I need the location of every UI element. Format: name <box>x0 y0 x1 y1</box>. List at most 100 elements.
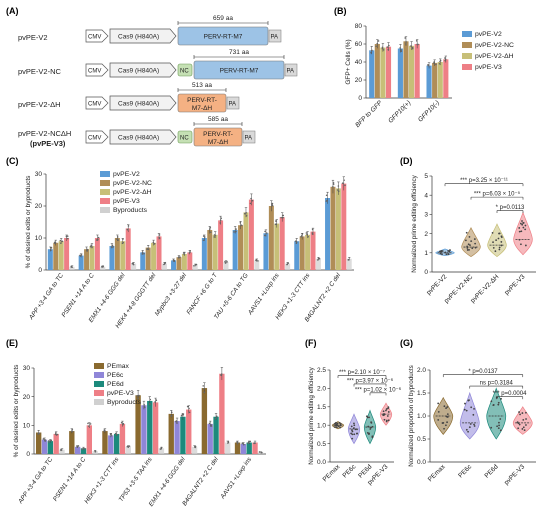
y-tick-label: 40 <box>355 59 363 66</box>
bar <box>35 432 42 454</box>
data-point <box>143 252 145 255</box>
violin-point <box>465 231 468 234</box>
bar <box>403 41 409 98</box>
data-point <box>301 234 303 237</box>
category-label: TP53 +3-5 TAA ins <box>118 455 154 503</box>
violin-point <box>518 227 521 229</box>
violin-point <box>500 397 502 400</box>
violin-point <box>518 423 521 426</box>
violin-point <box>370 421 373 424</box>
bar <box>125 446 131 454</box>
data-point <box>233 231 235 233</box>
data-point <box>126 228 129 231</box>
bar <box>437 62 443 98</box>
bar <box>58 241 64 270</box>
data-point <box>417 43 419 46</box>
y-tick-label: 3 <box>424 212 428 219</box>
violin-point <box>351 437 354 440</box>
data-point <box>343 179 345 181</box>
y-tick-label: 30 <box>35 171 43 178</box>
bar <box>341 183 347 270</box>
data-point <box>97 236 100 239</box>
category-label: AAVS1 +Loxp ins <box>246 271 281 317</box>
violin-point <box>446 416 449 418</box>
bar <box>240 443 247 454</box>
data-point <box>136 395 139 397</box>
violin-point <box>446 406 449 408</box>
y-tick-label: 0.5 <box>417 436 426 443</box>
y-tick-label: 0 <box>26 451 30 458</box>
rt-label: PERV-RT-M7 <box>220 68 259 75</box>
violin-point <box>517 427 520 430</box>
violin-point <box>499 418 502 420</box>
cas9-block <box>109 129 177 145</box>
bar <box>254 260 260 270</box>
legend-swatch <box>100 180 110 186</box>
data-point <box>381 46 384 49</box>
data-point <box>377 40 380 42</box>
bar <box>41 439 48 454</box>
violin-point <box>498 424 500 427</box>
rt-label-2: M7-ΔH <box>208 139 229 146</box>
bar <box>443 59 449 98</box>
y-tick-label: 1.5 <box>417 390 426 397</box>
bar <box>186 409 192 454</box>
violin-point <box>366 431 369 434</box>
violin-point <box>490 426 493 429</box>
bar <box>213 416 219 454</box>
aa-length: 585 aa <box>208 116 228 123</box>
data-point <box>236 441 239 444</box>
category-label: GFP10(-) <box>417 99 441 123</box>
rt-label: PERV-RT- <box>203 131 233 138</box>
legend-label: Byproducts <box>113 207 148 214</box>
aa-length: 513 aa <box>192 82 212 89</box>
bar <box>145 247 151 270</box>
violin-point <box>439 252 442 255</box>
legend-swatch <box>100 207 110 213</box>
violin-point <box>437 411 440 413</box>
violin-point <box>520 243 522 246</box>
violin-point <box>492 247 495 249</box>
data-point <box>54 432 57 434</box>
violin-point <box>500 244 503 247</box>
data-point <box>381 47 384 50</box>
data-point <box>180 414 183 417</box>
violin-point <box>496 425 499 428</box>
category-label: TAU +5-6 CA to TG <box>213 272 250 321</box>
data-point <box>86 248 89 251</box>
data-point <box>263 234 266 237</box>
data-point <box>56 433 59 436</box>
construct-name: pvPE-V2-ΔH <box>18 100 61 109</box>
violin-body <box>487 223 507 258</box>
y-axis-label: Normalized prime editing efficiency <box>411 174 418 272</box>
data-point <box>54 433 57 436</box>
bar <box>69 266 75 270</box>
bar <box>246 442 252 454</box>
data-point <box>90 244 92 247</box>
data-point <box>54 242 57 244</box>
bar <box>152 402 159 454</box>
nc-label: NC <box>180 69 189 75</box>
data-point <box>224 262 227 264</box>
bar <box>158 448 165 454</box>
data-point <box>444 57 446 59</box>
violin-point <box>339 426 342 429</box>
violin-point <box>518 230 521 233</box>
violin-point <box>492 241 494 244</box>
violin-point <box>466 245 469 248</box>
data-point <box>301 233 304 235</box>
nc-linker <box>177 63 193 77</box>
data-point <box>438 63 441 65</box>
data-point <box>204 236 206 238</box>
category-label: pvPE-V2-ΔH <box>469 273 500 304</box>
bar <box>207 423 213 454</box>
violin-point <box>525 411 527 414</box>
violin-point <box>339 423 342 425</box>
data-point <box>332 185 334 188</box>
data-point <box>325 200 328 202</box>
bar <box>161 263 167 270</box>
legend-swatch <box>94 399 104 405</box>
data-point <box>220 374 223 376</box>
data-point <box>255 259 257 261</box>
